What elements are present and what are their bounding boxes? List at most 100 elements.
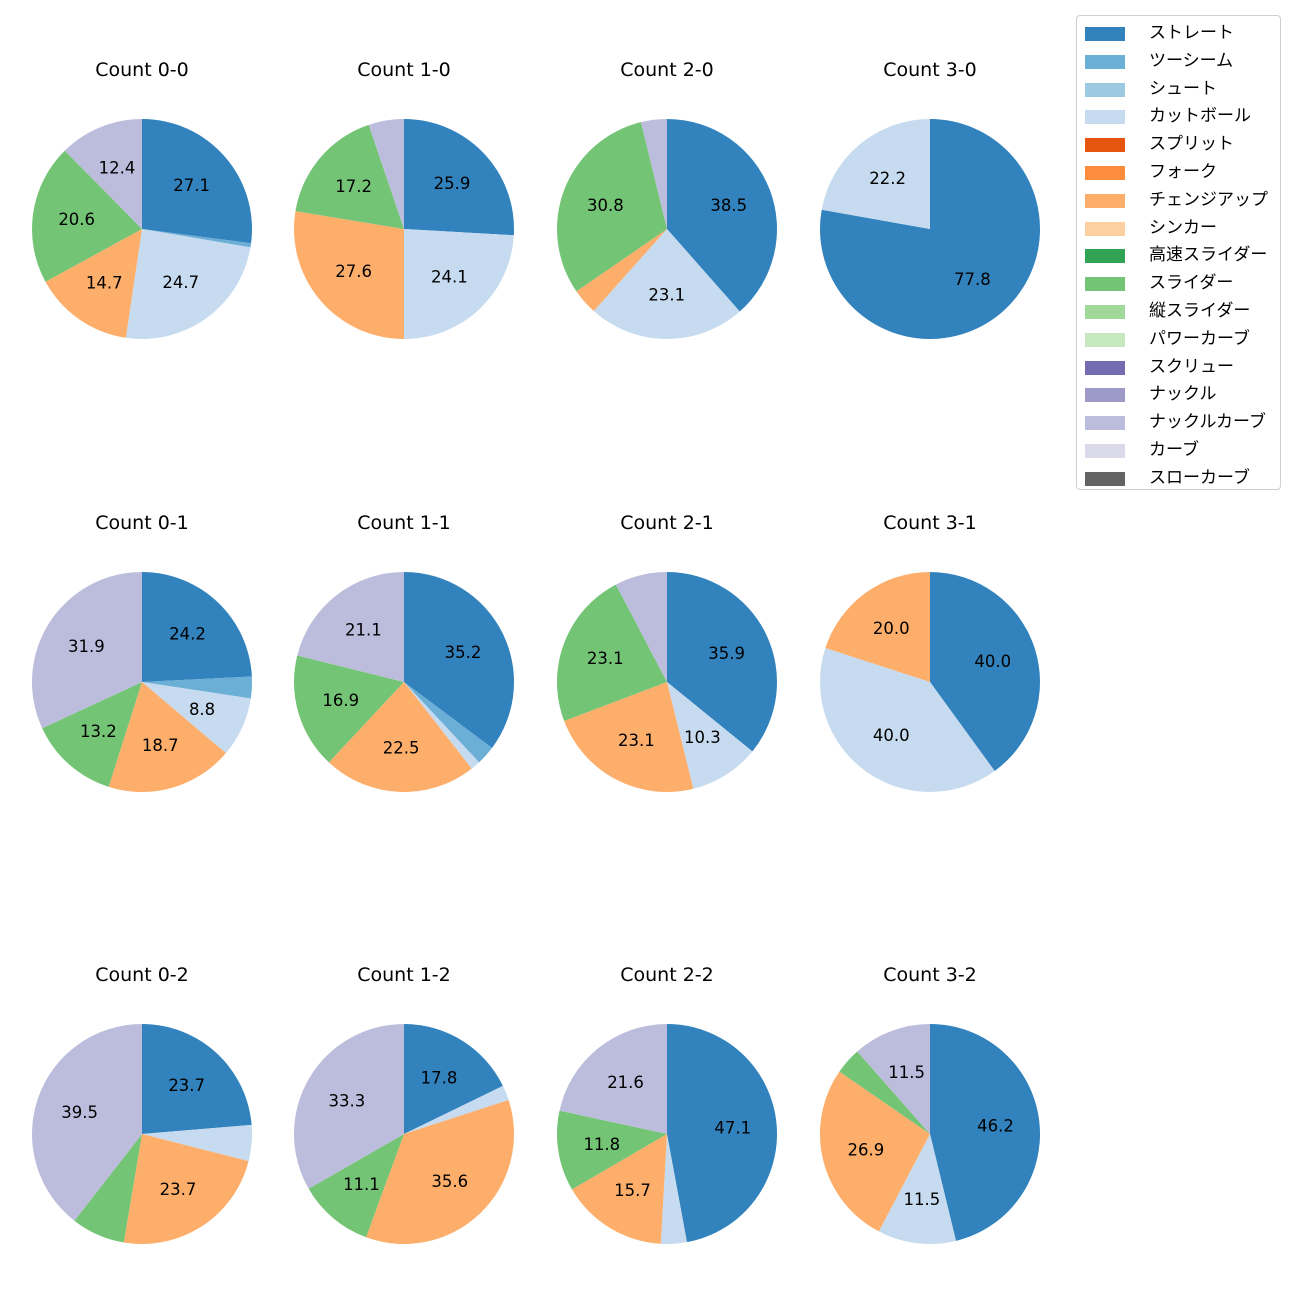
pie-slice [557, 1110, 667, 1190]
slice-label: 16.9 [322, 691, 359, 710]
slice-label: 47.1 [714, 1118, 751, 1137]
legend-item: ストレート [1085, 21, 1280, 45]
pie-title: Count 3-0 [883, 59, 977, 81]
slice-label: 11.8 [583, 1135, 620, 1154]
legend-item: フォーク [1085, 160, 1280, 184]
pie-slice [557, 122, 667, 292]
slice-label: 21.6 [607, 1073, 644, 1092]
pie-slice [571, 1134, 667, 1244]
pie-slice [142, 682, 251, 754]
pie-slice [404, 682, 480, 769]
pie-title: Count 0-2 [95, 964, 189, 986]
legend-item: 縦スライダー [1085, 299, 1280, 323]
slice-label: 17.8 [421, 1069, 458, 1088]
pie-slice [32, 572, 142, 729]
pie-count-2-2: Count 2-2 47.1 15.7 11.8 21.6 [557, 964, 777, 1244]
slice-label: 33.3 [329, 1091, 366, 1110]
legend-item: ツーシーム [1085, 49, 1280, 73]
slice-label: 27.1 [173, 176, 210, 195]
legend-swatch [1085, 221, 1125, 236]
slice-label: 20.6 [58, 210, 95, 229]
pie-slice [640, 119, 667, 229]
pie-slice [142, 119, 253, 244]
pie-slice [556, 584, 667, 722]
slice-label: 35.6 [431, 1172, 468, 1191]
legend-swatch [1085, 332, 1125, 347]
legend-swatch [1085, 360, 1125, 375]
legend-item: ナックルカーブ [1085, 410, 1280, 434]
legend-label: ストレート [1149, 23, 1234, 43]
legend-label: チェンジアップ [1149, 189, 1268, 210]
slice-label: 24.2 [169, 625, 206, 644]
slice-label: 23.1 [618, 731, 655, 750]
pie-count-1-2: Count 1-2 17.8 35.6 11.1 33.3 [294, 964, 514, 1244]
legend-label: スプリット [1149, 134, 1234, 155]
slice-label: 11.1 [343, 1175, 380, 1194]
legend-item: スプリット [1085, 132, 1280, 156]
pie-count-0-1: Count 0-1 24.2 8.8 18.7 13.2 31.9 [32, 512, 252, 792]
pie-slice [559, 1024, 667, 1134]
pie-slice [294, 655, 404, 763]
pie-count-3-0: Count 3-0 77.8 22.2 [820, 59, 1041, 339]
pie-slice [593, 229, 740, 339]
pie-slice [825, 572, 930, 682]
pie-slice [839, 1051, 930, 1134]
legend-item: チェンジアップ [1085, 188, 1280, 212]
pie-slice [564, 682, 694, 792]
pie-slice [142, 1024, 252, 1134]
slice-label: 22.5 [383, 738, 420, 757]
pie-slice [42, 682, 142, 787]
slice-label: 31.9 [68, 637, 105, 656]
pie-slice [142, 676, 252, 699]
slice-label: 14.7 [86, 274, 123, 293]
legend-item: カットボール [1085, 104, 1280, 128]
pie-slice [404, 682, 493, 763]
legend-label: カットボール [1149, 106, 1251, 127]
legend-swatch [1085, 388, 1125, 403]
pie-count-3-1: Count 3-1 40.0 40.0 20.0 [819, 512, 1040, 793]
legend-item: シンカー [1085, 216, 1280, 240]
pie-slice [404, 1085, 509, 1134]
pie-title: Count 0-1 [95, 512, 189, 534]
pie-slice [142, 572, 252, 682]
legend-swatch [1085, 471, 1125, 486]
legend-swatch [1085, 54, 1125, 69]
slice-label: 35.2 [445, 643, 482, 662]
pie-slice [615, 572, 667, 682]
slice-label: 27.6 [335, 262, 372, 281]
pie-title: Count 3-1 [883, 512, 977, 534]
slice-label: 40.0 [873, 726, 910, 745]
slice-label: 11.5 [904, 1190, 941, 1209]
slice-label: 23.7 [168, 1076, 205, 1095]
pie-slice [820, 119, 1041, 339]
legend-item: カーブ [1085, 438, 1280, 462]
legend-swatch [1085, 249, 1125, 264]
pie-slice [31, 150, 143, 282]
legend-label: シンカー [1149, 217, 1217, 238]
slice-label: 21.1 [345, 621, 382, 640]
pie-count-1-1: Count 1-1 35.2 22.5 16.9 21.1 [294, 512, 514, 792]
legend-item: スクリュー [1085, 355, 1280, 379]
legend-swatch [1085, 27, 1125, 41]
pie-slice [368, 119, 404, 229]
pie-slice [819, 648, 995, 793]
pie-slice [108, 682, 226, 792]
legend-swatch [1085, 166, 1125, 180]
pie-slice [878, 1134, 957, 1244]
legend-label: フォーク [1149, 162, 1217, 182]
slice-label: 23.1 [587, 649, 624, 668]
pie-count-2-1: Count 2-1 35.9 10.3 23.1 23.1 [556, 512, 777, 792]
legend-swatch [1085, 82, 1125, 97]
slice-label: 35.9 [708, 644, 745, 663]
pie-slice [74, 1134, 142, 1243]
pie-slice [576, 229, 667, 312]
pie-title: Count 1-1 [357, 512, 451, 534]
pie-slice [404, 1024, 503, 1134]
pie-slice [31, 1023, 143, 1221]
slice-label: 23.7 [160, 1180, 197, 1199]
legend-label: パワーカーブ [1149, 328, 1250, 349]
slice-label: 30.8 [587, 196, 624, 215]
pie-slice [45, 229, 142, 338]
slice-label: 15.7 [614, 1181, 651, 1200]
